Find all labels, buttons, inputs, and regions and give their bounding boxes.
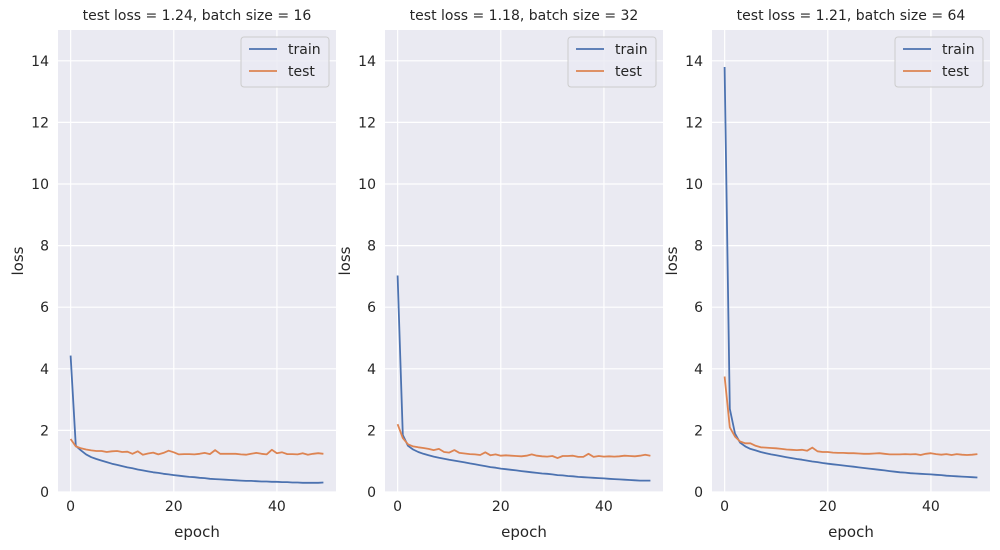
subplot-3: 0 2 4 6 8 10 12 14 0 20 40 test loss = 1.21, batch … bbox=[663, 8, 990, 541]
y-tick-label: 14 bbox=[685, 54, 703, 70]
legend-label: train bbox=[942, 42, 975, 58]
x-tick-label: 40 bbox=[922, 499, 940, 515]
series-line-test bbox=[396, 423, 651, 460]
y-tick-label: 2 bbox=[694, 423, 703, 439]
x-axis-label: epoch bbox=[828, 523, 874, 541]
series-line-test bbox=[69, 438, 324, 456]
plot-area bbox=[712, 30, 990, 492]
legend: train test bbox=[240, 36, 330, 88]
y-tick-label: 12 bbox=[31, 115, 49, 131]
y-tick-label: 0 bbox=[40, 485, 49, 501]
y-tick-label: 4 bbox=[40, 362, 49, 378]
y-tick-label: 14 bbox=[358, 54, 376, 70]
legend-label: train bbox=[288, 42, 321, 58]
series-line-train bbox=[723, 66, 978, 479]
y-axis-label: loss bbox=[9, 246, 27, 275]
x-axis-label: epoch bbox=[174, 523, 220, 541]
plot-area bbox=[385, 30, 663, 492]
legend-label: test bbox=[288, 64, 315, 80]
x-tick-label: 20 bbox=[165, 499, 183, 515]
y-tick-label: 12 bbox=[358, 115, 376, 131]
subplot-2: 0 2 4 6 8 10 12 14 0 20 40 test loss = 1.18, batch … bbox=[336, 8, 663, 541]
series-line-test bbox=[723, 376, 978, 456]
legend: train test bbox=[567, 36, 657, 88]
legend: train test bbox=[894, 36, 984, 88]
x-tick-label: 0 bbox=[720, 499, 729, 515]
x-tick-label: 0 bbox=[66, 499, 75, 515]
x-tick-label: 0 bbox=[393, 499, 402, 515]
legend-label: train bbox=[615, 42, 648, 58]
x-tick-label: 40 bbox=[268, 499, 286, 515]
subplot-1: 0 2 4 6 8 10 12 14 0 20 40 test loss = 1.24, batch … bbox=[9, 8, 336, 541]
plot-area bbox=[58, 30, 336, 492]
x-tick-label: 20 bbox=[492, 499, 510, 515]
series-line-train bbox=[396, 275, 651, 482]
y-tick-label: 6 bbox=[694, 300, 703, 316]
y-tick-label: 0 bbox=[367, 485, 376, 501]
y-tick-label: 2 bbox=[367, 423, 376, 439]
y-tick-label: 8 bbox=[40, 239, 49, 255]
y-tick-label: 6 bbox=[367, 300, 376, 316]
y-tick-label: 8 bbox=[367, 239, 376, 255]
y-tick-label: 10 bbox=[685, 177, 703, 193]
y-tick-label: 10 bbox=[358, 177, 376, 193]
x-tick-label: 20 bbox=[819, 499, 837, 515]
y-axis-label: loss bbox=[663, 246, 681, 275]
y-tick-label: 8 bbox=[694, 239, 703, 255]
y-tick-label: 6 bbox=[40, 300, 49, 316]
y-tick-label: 12 bbox=[685, 115, 703, 131]
legend-label: test bbox=[615, 64, 642, 80]
x-axis-label: epoch bbox=[501, 523, 547, 541]
y-tick-label: 10 bbox=[31, 177, 49, 193]
y-tick-label: 4 bbox=[367, 362, 376, 378]
y-tick-label: 4 bbox=[694, 362, 703, 378]
subplot-title: test loss = 1.21, batch size = 64 bbox=[737, 8, 966, 24]
subplot-title: test loss = 1.24, batch size = 16 bbox=[83, 8, 312, 24]
y-tick-label: 0 bbox=[694, 485, 703, 501]
y-tick-label: 2 bbox=[40, 423, 49, 439]
legend-label: test bbox=[942, 64, 969, 80]
series-line-train bbox=[69, 355, 324, 484]
y-axis-label: loss bbox=[336, 246, 354, 275]
x-tick-label: 40 bbox=[595, 499, 613, 515]
y-tick-label: 14 bbox=[31, 54, 49, 70]
subplot-title: test loss = 1.18, batch size = 32 bbox=[410, 8, 639, 24]
